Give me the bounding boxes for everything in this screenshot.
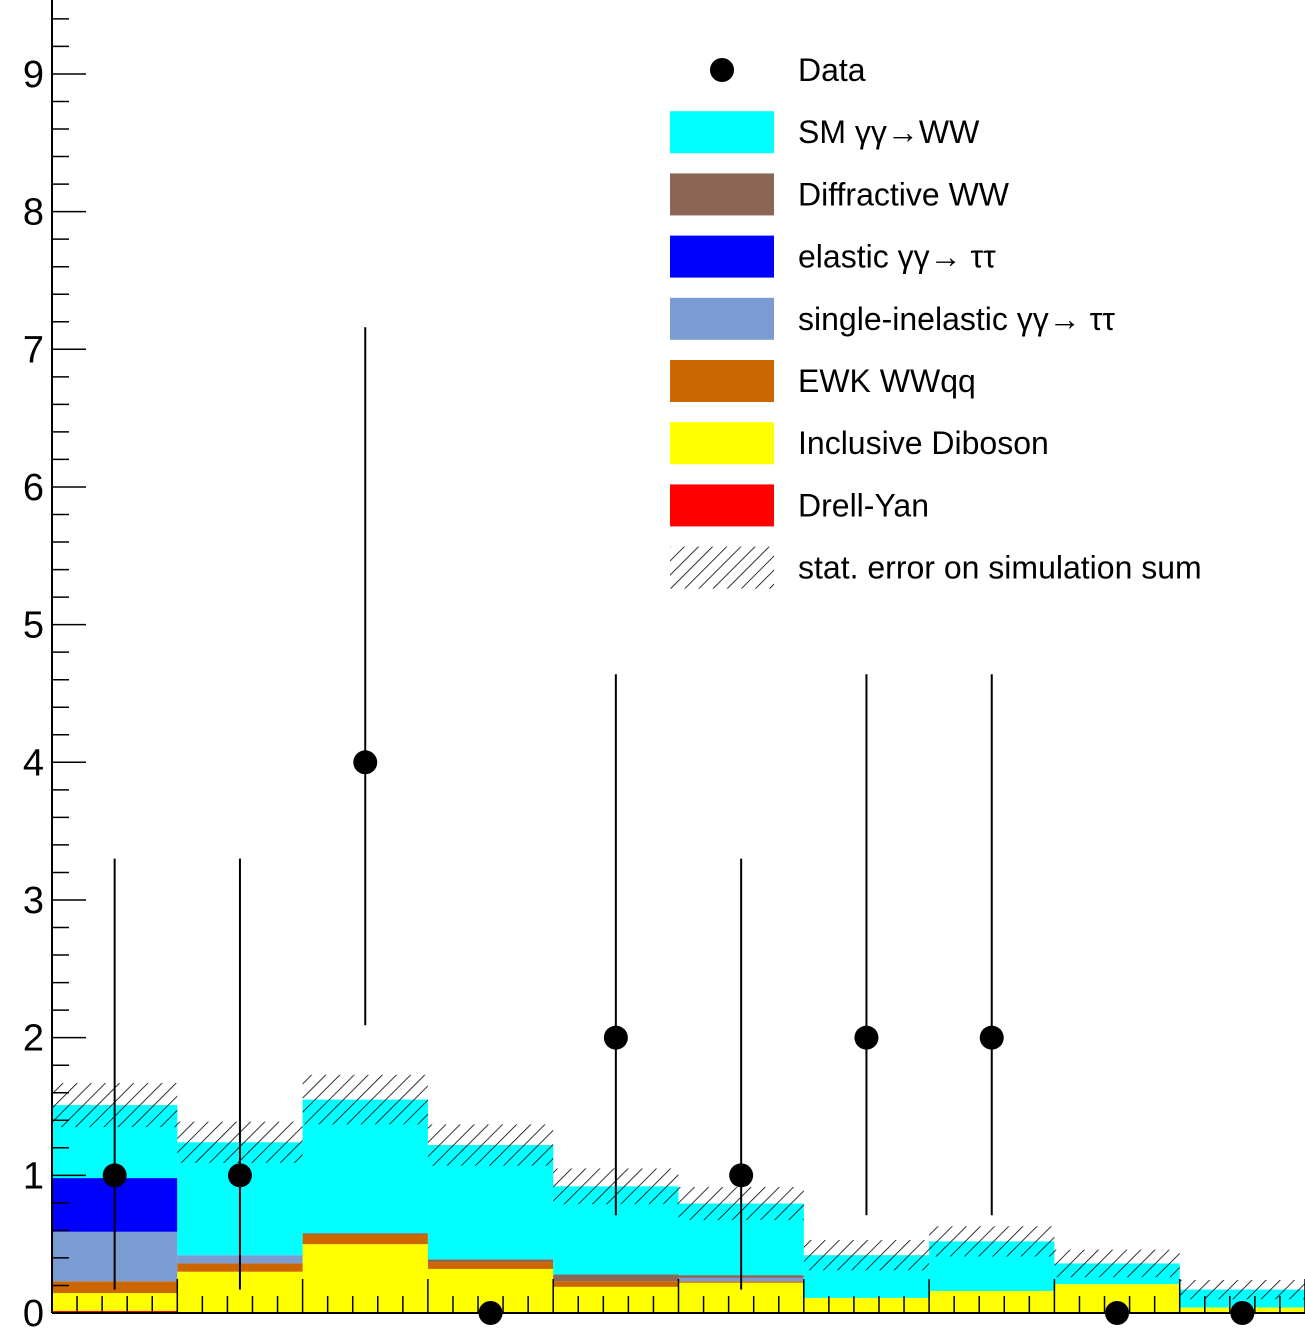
y-tick-label-5: 5 [23, 605, 44, 647]
legend-label-0: Data [798, 52, 866, 88]
legend-label-8: stat. error on simulation sum [798, 550, 1202, 586]
data-point-bin-9 [1230, 1301, 1255, 1325]
data-points [102, 327, 1255, 1325]
legend-label-5: EWK WWqq [798, 363, 976, 399]
bar-diffractive-bin-4 [553, 1274, 679, 1282]
bar-dy-bin-0 [52, 1310, 178, 1313]
legend-label-6: Inclusive Diboson [798, 425, 1049, 461]
data-point-bin-8 [1105, 1301, 1130, 1325]
data-point-bin-7 [979, 1025, 1004, 1050]
legend-swatch-2 [670, 173, 774, 216]
legend-marker-data [710, 58, 734, 82]
legend-label-2: Diffractive WW [798, 176, 1010, 212]
legend-label-3: elastic γγ→ ττ [798, 239, 996, 275]
legend-swatch-3 [670, 235, 774, 278]
bar-diboson-bin-2 [302, 1244, 428, 1313]
data-point-bin-2 [353, 750, 378, 775]
legend-swatch-7 [670, 484, 774, 527]
stat-error-band-bin-6 [803, 1240, 930, 1271]
bar-diboson-bin-6 [803, 1297, 930, 1313]
legend-label-7: Drell-Yan [798, 487, 929, 523]
legend: Data SM γγ→WW Diffractive WW elastic γγ→ ττ… [670, 52, 1202, 589]
legend-label-1: SM γγ→WW [798, 114, 980, 150]
bar-ewk-bin-4 [553, 1281, 679, 1287]
data-point-bin-3 [478, 1301, 503, 1325]
y-tick-label-4: 4 [23, 742, 44, 784]
legend-swatch-6 [670, 422, 774, 465]
bar-diffractive-bin-3 [427, 1259, 554, 1263]
y-tick-label-9: 9 [23, 54, 44, 96]
y-tick-label-8: 8 [23, 192, 44, 234]
legend-label-4: single-inelastic γγ→ ττ [798, 301, 1115, 337]
bar-diboson-bin-0 [52, 1293, 178, 1311]
bar-diboson-bin-7 [929, 1290, 1055, 1313]
y-tick-label-3: 3 [23, 880, 44, 922]
stat-error-band-bin-8 [1054, 1249, 1180, 1278]
data-point-bin-6 [854, 1025, 879, 1050]
stat-error-band-bin-2 [302, 1074, 428, 1125]
legend-swatch-1 [670, 111, 774, 154]
legend-swatch-stat-error [670, 546, 774, 589]
y-tick-label-2: 2 [23, 1018, 44, 1060]
data-point-bin-4 [603, 1025, 628, 1050]
data-point-bin-1 [227, 1163, 252, 1188]
legend-swatch-5 [670, 360, 774, 402]
legend-swatch-4 [670, 297, 774, 340]
bar-ewk-bin-2 [302, 1234, 428, 1245]
bar-diboson-bin-4 [553, 1286, 679, 1313]
y-tick-label-7: 7 [23, 329, 44, 371]
y-tick-label-0: 0 [23, 1293, 44, 1334]
y-tick-label-1: 1 [23, 1155, 44, 1197]
stat-error-band-bin-7 [929, 1226, 1055, 1257]
stat-error-band-bin-9 [1179, 1279, 1305, 1300]
stat-error-band-bin-3 [427, 1124, 554, 1166]
axis-ticks: 0 1 2 3 4 5 6 7 8 9 [23, 18, 1305, 1334]
data-point-bin-0 [102, 1163, 127, 1188]
data-point-bin-5 [729, 1163, 754, 1188]
y-tick-label-6: 6 [23, 467, 44, 509]
bar-diffractive-bin-2 [302, 1233, 428, 1235]
bar-ewk-bin-3 [427, 1262, 554, 1269]
